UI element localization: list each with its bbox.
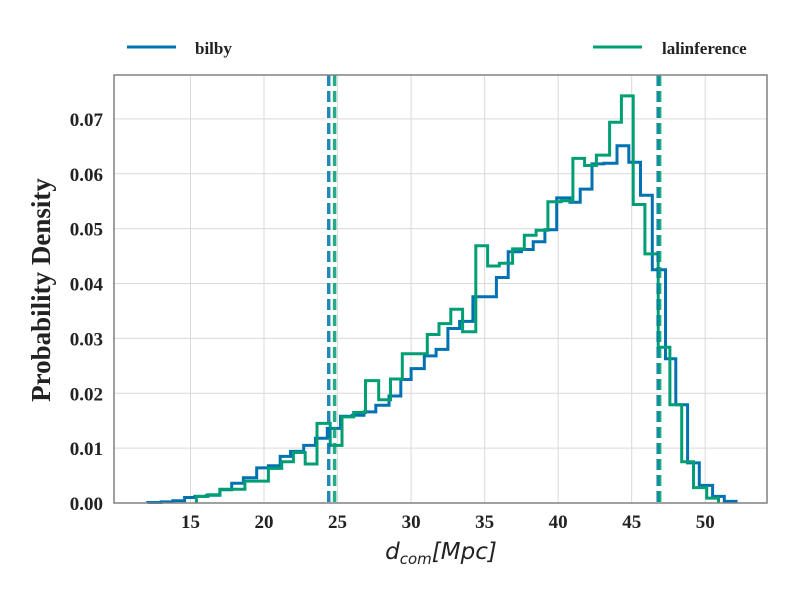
x-tick-label: 45 <box>622 512 641 533</box>
plot-frame <box>113 74 768 504</box>
legend-label-lalinference: lalinference <box>662 39 747 58</box>
x-axis-label: dcom[Mpc] <box>385 539 497 568</box>
y-axis-label: Probability Density <box>26 178 56 402</box>
legend: bilby lalinference <box>127 39 747 58</box>
x-tick-label: 50 <box>696 512 715 533</box>
y-tick-label: 0.06 <box>70 165 103 186</box>
y-tick-label: 0.02 <box>70 384 103 405</box>
y-tick-label: 0.05 <box>70 220 103 241</box>
x-tick-label: 35 <box>475 512 494 533</box>
x-axis-label-sub: com <box>400 550 432 568</box>
series-layer <box>146 94 738 504</box>
y-tick-label: 0.01 <box>70 439 103 460</box>
histogram-lalinference <box>194 94 720 503</box>
x-tick-label: 30 <box>402 512 421 533</box>
y-tick-label: 0.04 <box>70 275 104 296</box>
y-tick-label: 0.07 <box>70 110 104 131</box>
legend-label-bilby: bilby <box>195 39 232 58</box>
x-tick-label: 15 <box>181 512 200 533</box>
x-tick-label: 40 <box>549 512 568 533</box>
tick-labels: 15 20 25 30 35 40 45 50 0.00 0.01 0.02 0.03 0.04 0.05… <box>70 110 715 533</box>
x-axis-label-rest: [Mpc] <box>432 539 497 565</box>
credible-interval-lines <box>326 75 662 503</box>
x-tick-label: 25 <box>328 512 347 533</box>
y-tick-label: 0.03 <box>70 329 103 350</box>
y-tick-label: 0.00 <box>70 494 103 515</box>
x-tick-label: 20 <box>255 512 274 533</box>
x-axis-label-base: d <box>385 539 400 565</box>
grid <box>114 75 767 504</box>
